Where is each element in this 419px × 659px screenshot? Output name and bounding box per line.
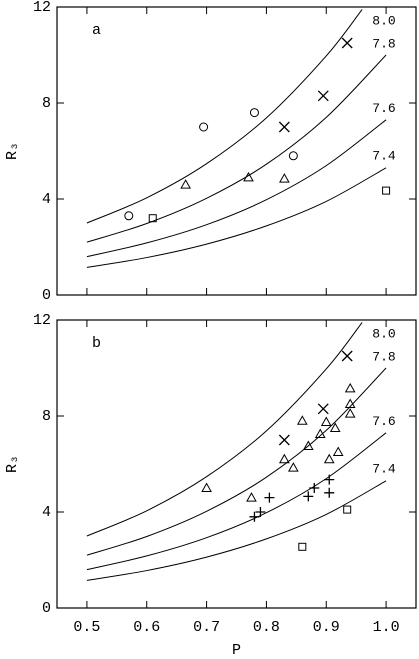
x-tick-label: 0.5 xyxy=(73,619,100,636)
panel-label: b xyxy=(92,335,101,352)
curve xyxy=(86,119,387,258)
marker xyxy=(199,122,209,132)
marker xyxy=(249,108,259,118)
marker xyxy=(332,446,344,456)
y-tick-label: 0 xyxy=(42,600,51,617)
marker xyxy=(329,422,341,432)
marker xyxy=(314,428,326,438)
plot-frame xyxy=(56,6,417,296)
marker xyxy=(264,492,275,503)
plot-frame xyxy=(56,319,417,609)
marker xyxy=(320,416,332,426)
curves xyxy=(86,322,387,581)
curve-label: 7.6 xyxy=(372,101,395,116)
x-tick-label: 0.9 xyxy=(313,619,340,636)
marker xyxy=(302,440,314,450)
marker xyxy=(344,408,356,418)
x-tick-label: 0.7 xyxy=(193,619,220,636)
marker xyxy=(303,491,314,502)
marker xyxy=(279,173,290,183)
marker xyxy=(288,151,298,161)
x-axis-label: P xyxy=(232,642,241,659)
curve xyxy=(86,54,387,243)
panel: 0 4 8 12 a R₃ 8.0 7.8 7.6 7.4 xyxy=(4,0,417,304)
curve-label: 8.0 xyxy=(372,326,395,341)
curve-label: 7.8 xyxy=(372,350,395,365)
marker xyxy=(278,434,290,446)
marker xyxy=(341,37,353,49)
panel: 0 4 8 12 0.5 0.6 0.7 0.8 0.9 1.0 b R₃ P 8.0 7.8 7.6 7.4 xyxy=(4,312,417,659)
curve xyxy=(86,432,387,571)
marker xyxy=(279,453,290,464)
marker xyxy=(124,211,134,221)
curve-label: 8.0 xyxy=(372,13,395,28)
panel-label: a xyxy=(92,22,101,39)
y-axis-label: R₃ xyxy=(4,142,21,160)
curve-label: 7.6 xyxy=(372,414,395,429)
curve xyxy=(86,167,387,268)
y-tick-label: 8 xyxy=(42,408,51,425)
y-axis-label: R₃ xyxy=(4,455,21,473)
marker xyxy=(324,487,335,498)
y-tick-label: 12 xyxy=(33,0,51,16)
marker xyxy=(344,382,356,393)
y-tick-label: 0 xyxy=(42,287,51,304)
x-tick-label: 1.0 xyxy=(373,619,400,636)
marker xyxy=(317,403,329,415)
marker xyxy=(201,482,212,492)
marker xyxy=(344,398,356,408)
curve xyxy=(86,480,387,581)
curve xyxy=(86,322,363,537)
y-tick-label: 8 xyxy=(42,95,51,112)
marker xyxy=(309,483,320,493)
marker xyxy=(148,214,157,223)
marker xyxy=(287,462,299,472)
curve xyxy=(86,367,387,556)
y-tick-label: 4 xyxy=(42,504,51,521)
marker xyxy=(249,511,260,522)
marker xyxy=(343,505,352,514)
marker xyxy=(341,350,353,362)
x-tick-label: 0.6 xyxy=(133,619,160,636)
y-tick-label: 4 xyxy=(42,191,51,208)
curve-label: 7.8 xyxy=(372,37,395,52)
marker xyxy=(298,542,307,551)
marker xyxy=(317,90,329,102)
x-tick-label: 0.8 xyxy=(253,619,280,636)
marker xyxy=(278,121,290,133)
curve xyxy=(86,9,363,224)
marker xyxy=(296,415,308,425)
curve-label: 7.4 xyxy=(372,148,396,163)
marker xyxy=(180,179,191,189)
marker xyxy=(323,453,335,464)
curves xyxy=(86,9,387,268)
marker xyxy=(246,492,257,502)
curve-label: 7.4 xyxy=(372,461,396,476)
marker xyxy=(324,474,335,485)
marker xyxy=(382,186,391,195)
marker xyxy=(243,171,254,182)
marker xyxy=(255,507,266,517)
y-tick-label: 12 xyxy=(33,312,51,329)
